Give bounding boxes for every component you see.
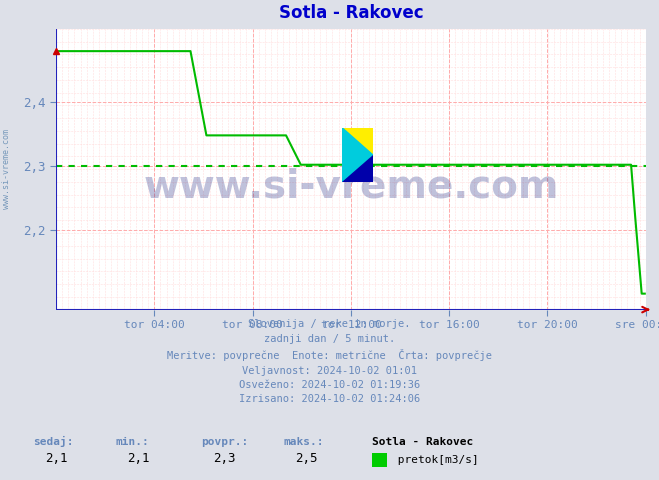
Text: maks.:: maks.: [283,437,324,447]
Text: 2,3: 2,3 [213,452,235,465]
Text: 2,1: 2,1 [127,452,150,465]
Polygon shape [342,128,373,182]
Polygon shape [342,155,373,182]
Text: Slovenija / reke in morje.
zadnji dan / 5 minut.
Meritve: povprečne  Enote: metr: Slovenija / reke in morje. zadnji dan / … [167,319,492,404]
Text: Sotla - Rakovec: Sotla - Rakovec [372,437,474,447]
Text: www.si-vreme.com: www.si-vreme.com [143,167,559,205]
Text: min.:: min.: [115,437,149,447]
Text: www.si-vreme.com: www.si-vreme.com [2,129,11,209]
Text: sedaj:: sedaj: [33,436,73,447]
Text: povpr.:: povpr.: [201,437,248,447]
Text: pretok[m3/s]: pretok[m3/s] [391,455,478,465]
Polygon shape [342,128,373,155]
Text: 2,1: 2,1 [45,452,67,465]
Text: 2,5: 2,5 [295,452,318,465]
Title: Sotla - Rakovec: Sotla - Rakovec [279,4,423,22]
